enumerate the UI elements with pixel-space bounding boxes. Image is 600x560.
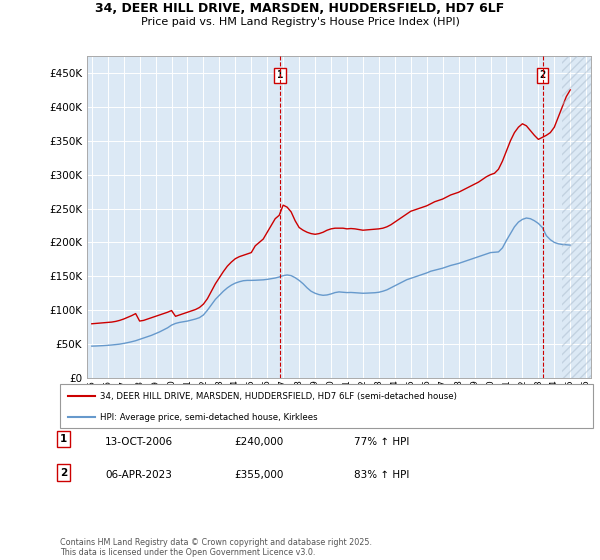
Text: 77% ↑ HPI: 77% ↑ HPI bbox=[354, 437, 409, 447]
Text: £240,000: £240,000 bbox=[234, 437, 283, 447]
Text: 13-OCT-2006: 13-OCT-2006 bbox=[105, 437, 173, 447]
Bar bbox=[562, 56, 591, 378]
Text: 1: 1 bbox=[277, 71, 283, 81]
Text: 2: 2 bbox=[539, 71, 545, 81]
Text: £355,000: £355,000 bbox=[234, 470, 283, 480]
Text: Contains HM Land Registry data © Crown copyright and database right 2025.
This d: Contains HM Land Registry data © Crown c… bbox=[60, 538, 372, 557]
Text: 83% ↑ HPI: 83% ↑ HPI bbox=[354, 470, 409, 480]
Text: 34, DEER HILL DRIVE, MARSDEN, HUDDERSFIELD, HD7 6LF: 34, DEER HILL DRIVE, MARSDEN, HUDDERSFIE… bbox=[95, 2, 505, 15]
Text: Price paid vs. HM Land Registry's House Price Index (HPI): Price paid vs. HM Land Registry's House … bbox=[140, 17, 460, 27]
Text: 2: 2 bbox=[60, 468, 67, 478]
FancyBboxPatch shape bbox=[60, 384, 593, 428]
Text: 06-APR-2023: 06-APR-2023 bbox=[105, 470, 172, 480]
Text: HPI: Average price, semi-detached house, Kirklees: HPI: Average price, semi-detached house,… bbox=[100, 413, 317, 422]
Text: 34, DEER HILL DRIVE, MARSDEN, HUDDERSFIELD, HD7 6LF (semi-detached house): 34, DEER HILL DRIVE, MARSDEN, HUDDERSFIE… bbox=[100, 391, 457, 400]
Text: 1: 1 bbox=[60, 434, 67, 444]
